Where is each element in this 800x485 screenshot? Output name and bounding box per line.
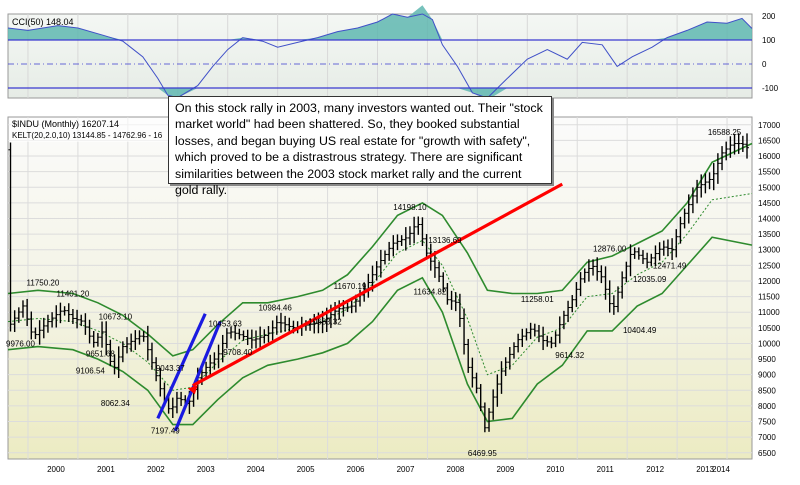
- price-annotation: 11670.19: [334, 282, 367, 291]
- x-axis-label: 2001: [97, 465, 115, 474]
- price-annotation: 14198.10: [393, 203, 427, 212]
- price-annotation: 9651.68: [86, 350, 115, 359]
- x-axis-label: 2009: [496, 465, 514, 474]
- price-y-tick: 10500: [758, 324, 781, 333]
- price-y-tick: 7500: [758, 418, 776, 427]
- price-y-tick: 9000: [758, 371, 776, 380]
- cci-overbought-fill: [8, 5, 752, 40]
- price-y-tick: 14000: [758, 215, 781, 224]
- price-annotation: 11750.20: [27, 279, 60, 288]
- blue-trendline-1: [156, 313, 207, 420]
- price-y-tick: 13500: [758, 230, 781, 239]
- cci-y-tick: -100: [762, 84, 779, 93]
- x-axis-label: 2011: [597, 465, 615, 474]
- price-annotation: 9708.40: [223, 348, 252, 357]
- x-axis-label: 2008: [447, 465, 465, 474]
- price-annotation: 9106.54: [76, 367, 105, 376]
- price-y-tick: 9500: [758, 355, 776, 364]
- keltner-middle: [7, 193, 753, 391]
- x-axis-label: 2005: [297, 465, 315, 474]
- x-axis-label: 2012: [646, 465, 664, 474]
- price-annotation: 9043.37: [156, 364, 185, 373]
- x-axis-label: 2007: [397, 465, 415, 474]
- price-annotation: 10683.32: [308, 318, 342, 327]
- price-y-tick: 8000: [758, 402, 776, 411]
- x-axis-label: 2014: [712, 465, 730, 474]
- cci-line: [7, 13, 753, 99]
- blue-trendline-2: [173, 320, 222, 432]
- cci-y-tick: 0: [762, 60, 767, 69]
- price-annotation: 11258.01: [521, 295, 554, 304]
- red-trendline: [191, 182, 564, 388]
- price-header: $INDU (Monthly) 16207.14: [12, 119, 119, 129]
- price-y-tick: 13000: [758, 246, 781, 255]
- price-annotation: 16588.25: [708, 128, 742, 137]
- x-axis-label: 2000: [47, 465, 65, 474]
- keltner-header: KELT(20,2.0,10) 13144.85 - 14762.96 - 16: [12, 131, 163, 140]
- x-axis-label: 2013: [696, 465, 714, 474]
- price-y-tick: 12500: [758, 261, 781, 270]
- x-axis-label: 2010: [546, 465, 564, 474]
- price-annotation: 8062.34: [101, 399, 130, 408]
- price-annotation: 9614.32: [555, 351, 584, 360]
- cci-header: CCI(50) 148.04: [12, 17, 74, 27]
- keltner-lower: [7, 236, 753, 426]
- price-annotation: 13136.69: [428, 236, 462, 245]
- price-annotation: 11634.82: [414, 288, 447, 297]
- price-y-tick: 14500: [758, 199, 781, 208]
- price-annotation: 10673.10: [99, 313, 133, 322]
- price-y-tick: 8500: [758, 386, 776, 395]
- commentary-note: On this stock rally in 2003, many invest…: [168, 96, 552, 197]
- red-arrowhead: [187, 385, 198, 395]
- price-annotation: 12035.09: [633, 275, 667, 284]
- x-axis-label: 2002: [147, 465, 165, 474]
- cci-panel: 200 100 0 -100 CCI(50) 148.04: [7, 5, 779, 100]
- price-y-tick: 17000: [758, 121, 781, 130]
- price-annotation: 7197.49: [151, 427, 180, 436]
- x-axis-label: 2003: [197, 465, 215, 474]
- price-annotation: 6469.95: [468, 449, 497, 458]
- price-y-tick: 11000: [758, 308, 780, 317]
- price-annotation: 12876.00: [593, 244, 627, 253]
- price-y-tick: 12000: [758, 277, 781, 286]
- price-annotation: 11401.20: [57, 290, 90, 299]
- cci-y-tick: 100: [762, 36, 776, 45]
- price-annotation: 12471.49: [653, 261, 687, 270]
- price-y-tick: 16500: [758, 136, 781, 145]
- price-annotation: 10984.46: [258, 303, 292, 312]
- price-y-tick: 6500: [758, 449, 776, 458]
- x-axis-label: 2004: [247, 465, 265, 474]
- price-y-tick: 16000: [758, 152, 781, 161]
- price-annotation: 10453.63: [209, 320, 243, 329]
- price-y-tick: 10000: [758, 339, 781, 348]
- keltner-upper: [7, 142, 753, 357]
- price-y-tick: 15500: [758, 168, 781, 177]
- price-annotation: 9976.00: [6, 340, 35, 349]
- price-annotation: 10404.49: [623, 326, 657, 335]
- cci-y-tick: 200: [762, 12, 776, 21]
- x-axis-label: 2006: [347, 465, 365, 474]
- price-y-tick: 15000: [758, 183, 781, 192]
- price-y-tick: 7000: [758, 433, 776, 442]
- price-y-tick: 11500: [758, 293, 780, 302]
